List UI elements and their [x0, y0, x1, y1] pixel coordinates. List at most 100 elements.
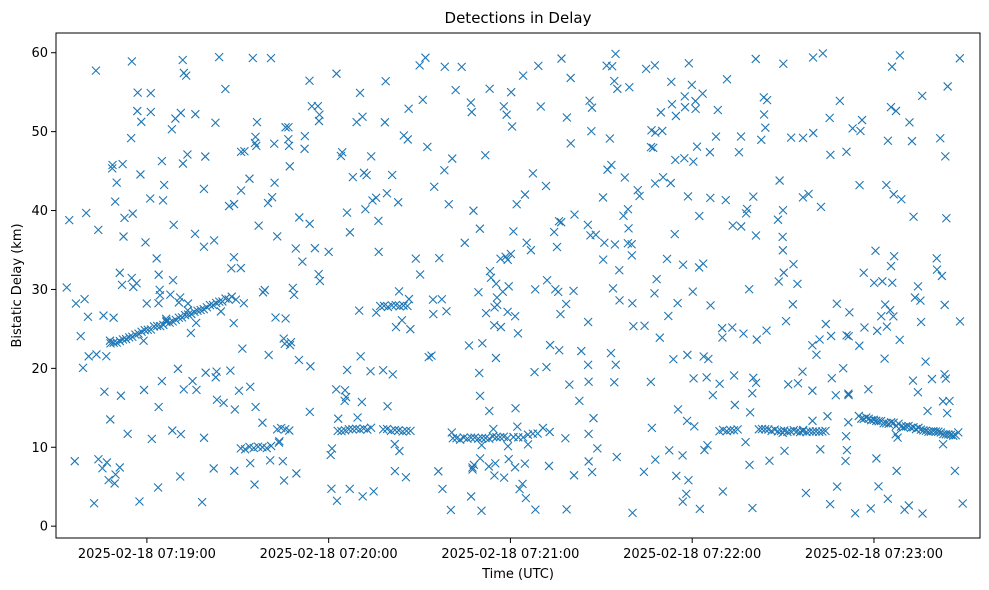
x-tick-label: 2025-02-18 07:21:00: [441, 547, 579, 562]
data-point: [938, 439, 948, 449]
data-point: [838, 363, 848, 373]
data-point: [355, 88, 365, 98]
data-point: [439, 165, 449, 175]
data-point: [871, 246, 880, 256]
data-point: [646, 377, 656, 387]
data-point: [721, 195, 731, 205]
y-tick-label: 10: [31, 441, 48, 456]
data-point: [421, 53, 430, 63]
data-point: [745, 408, 755, 417]
data-point: [381, 76, 391, 86]
data-point: [165, 290, 175, 300]
data-point: [278, 456, 288, 466]
data-point: [404, 294, 414, 304]
data-point: [826, 331, 836, 341]
data-point: [780, 446, 789, 456]
data-point: [139, 336, 148, 346]
data-point: [775, 176, 784, 185]
data-point: [874, 482, 883, 491]
data-point: [76, 331, 86, 341]
data-point: [734, 147, 744, 157]
data-point: [485, 266, 495, 276]
data-point: [845, 307, 854, 317]
data-point: [274, 438, 284, 448]
data-point: [683, 192, 693, 201]
data-point: [415, 270, 425, 279]
data-point: [371, 308, 381, 317]
data-point: [670, 229, 680, 239]
y-tick-label: 30: [31, 283, 48, 298]
data-point: [521, 493, 531, 503]
data-point: [510, 311, 520, 321]
data-point: [522, 238, 532, 248]
data-point: [552, 242, 562, 252]
data-point: [562, 113, 572, 122]
data-point: [152, 254, 162, 263]
data-point: [745, 460, 754, 470]
data-point: [477, 433, 487, 443]
data-point: [808, 53, 818, 62]
data-point: [191, 318, 201, 328]
data-point: [937, 271, 947, 281]
data-point: [190, 307, 199, 317]
data-point: [209, 464, 219, 473]
data-point: [332, 69, 341, 79]
data-point: [786, 133, 796, 143]
data-point: [793, 378, 803, 388]
data-point: [896, 194, 906, 204]
data-point: [176, 108, 186, 118]
data-point: [941, 213, 951, 223]
data-point: [531, 505, 540, 515]
data-point: [818, 48, 828, 58]
data-point: [490, 458, 500, 468]
data-point: [951, 430, 961, 440]
data-point: [871, 454, 881, 463]
data-point: [139, 385, 149, 395]
data-point: [390, 425, 400, 435]
data-point: [667, 99, 677, 109]
data-point: [64, 215, 74, 225]
data-point: [240, 444, 250, 454]
data-point: [647, 423, 657, 433]
data-point: [541, 181, 551, 191]
data-point: [722, 426, 732, 436]
data-point: [291, 469, 301, 478]
data-point: [251, 141, 261, 151]
data-point: [888, 312, 898, 321]
data-point: [574, 396, 584, 406]
data-point: [530, 367, 539, 377]
data-point: [211, 372, 221, 382]
data-point: [733, 425, 743, 434]
data-point: [451, 85, 461, 95]
data-point: [188, 376, 197, 386]
data-point: [760, 424, 770, 434]
data-point: [705, 147, 715, 157]
data-point: [698, 259, 708, 269]
data-point: [542, 362, 551, 372]
data-point: [477, 440, 487, 450]
data-point: [783, 427, 792, 437]
data-point: [143, 325, 153, 335]
data-point: [179, 68, 189, 78]
data-point: [736, 132, 746, 141]
data-point: [586, 230, 595, 240]
data-point: [680, 102, 690, 112]
data-point: [781, 316, 791, 326]
data-point: [132, 106, 142, 116]
data-point: [748, 373, 758, 383]
data-point: [823, 411, 832, 421]
data-point: [395, 446, 404, 456]
data-point: [850, 508, 860, 518]
data-point: [584, 377, 594, 387]
data-point: [633, 185, 643, 195]
data-point: [678, 497, 688, 506]
data-point: [378, 365, 388, 375]
plot-frame: [55, 32, 981, 539]
data-point: [650, 60, 660, 70]
data-point: [899, 422, 908, 432]
data-point: [713, 105, 723, 115]
data-point: [938, 396, 948, 406]
data-point: [587, 103, 597, 113]
data-point: [411, 254, 421, 263]
data-point: [110, 197, 120, 206]
